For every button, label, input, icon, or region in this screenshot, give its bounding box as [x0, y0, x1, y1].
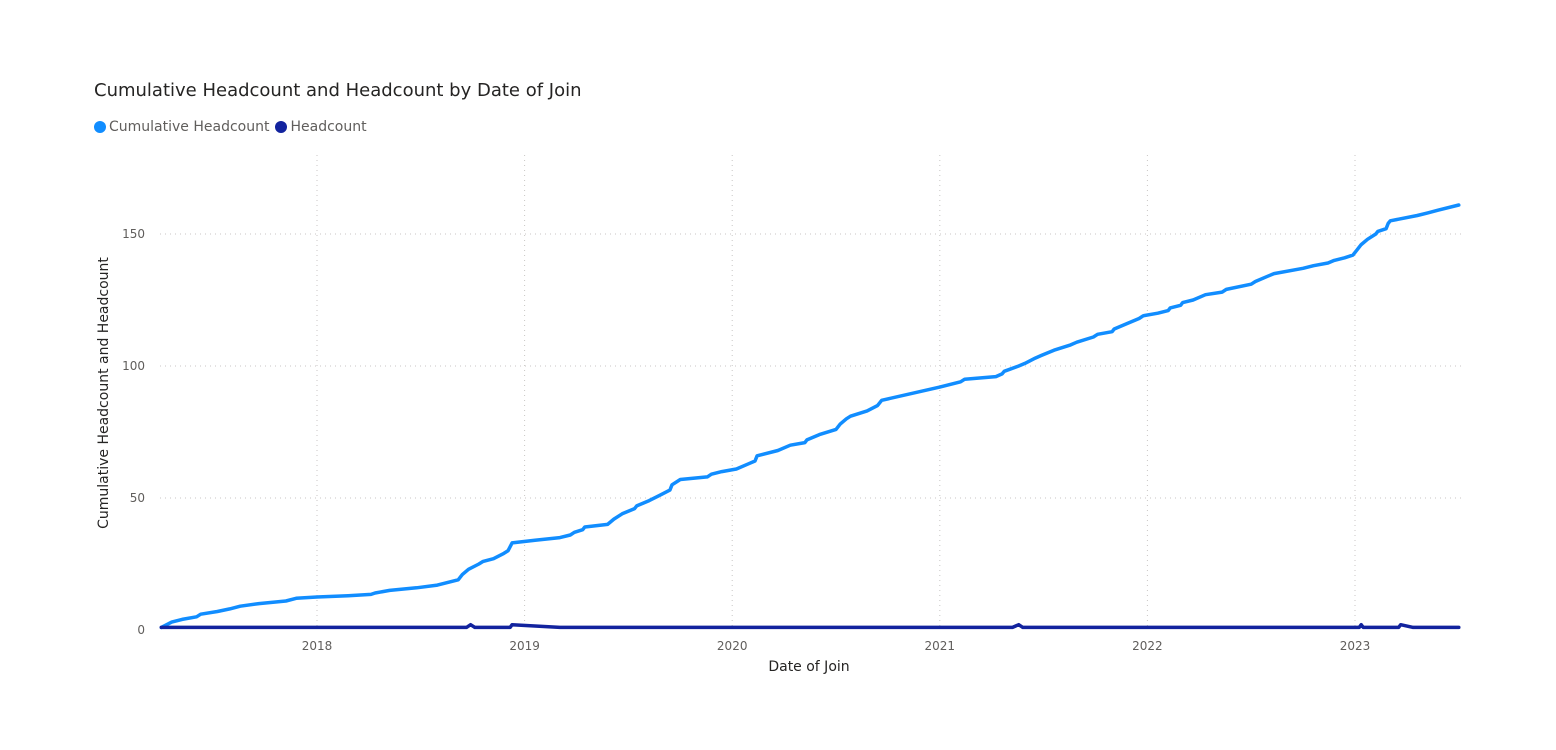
y-tick-label: 0	[137, 623, 145, 637]
x-tick-label: 2020	[717, 639, 748, 653]
series-lines	[159, 203, 1461, 630]
cumulative-headcount-line[interactable]	[159, 203, 1461, 630]
legend-label-headcount: Headcount	[290, 119, 367, 135]
legend-marker-cumulative	[94, 121, 106, 133]
x-tick-label: 2023	[1340, 639, 1371, 653]
y-axis-ticks: 0 50 100 150	[122, 227, 145, 637]
legend: Cumulative Headcount Headcount	[94, 119, 373, 135]
legend-label-cumulative: Cumulative Headcount	[109, 119, 270, 135]
y-axis-title: Cumulative Headcount and Headcount	[96, 257, 112, 529]
headcount-line[interactable]	[159, 622, 1461, 630]
x-tick-label: 2019	[509, 639, 540, 653]
legend-item-cumulative[interactable]: Cumulative Headcount	[94, 119, 269, 135]
legend-item-headcount[interactable]: Headcount	[275, 119, 367, 135]
x-tick-label: 2018	[302, 639, 333, 653]
y-tick-label: 150	[122, 227, 145, 241]
x-tick-label: 2021	[925, 639, 956, 653]
x-tick-label: 2022	[1132, 639, 1163, 653]
x-axis-ticks: 2018 2019 2020 2021 2022 2023	[302, 639, 1371, 653]
y-tick-label: 100	[122, 359, 145, 373]
x-axis-title: Date of Join	[768, 659, 849, 675]
chart-title: Cumulative Headcount and Headcount by Da…	[94, 80, 582, 101]
legend-marker-headcount	[275, 121, 288, 133]
grid	[160, 155, 1465, 630]
y-tick-label: 50	[130, 491, 145, 505]
